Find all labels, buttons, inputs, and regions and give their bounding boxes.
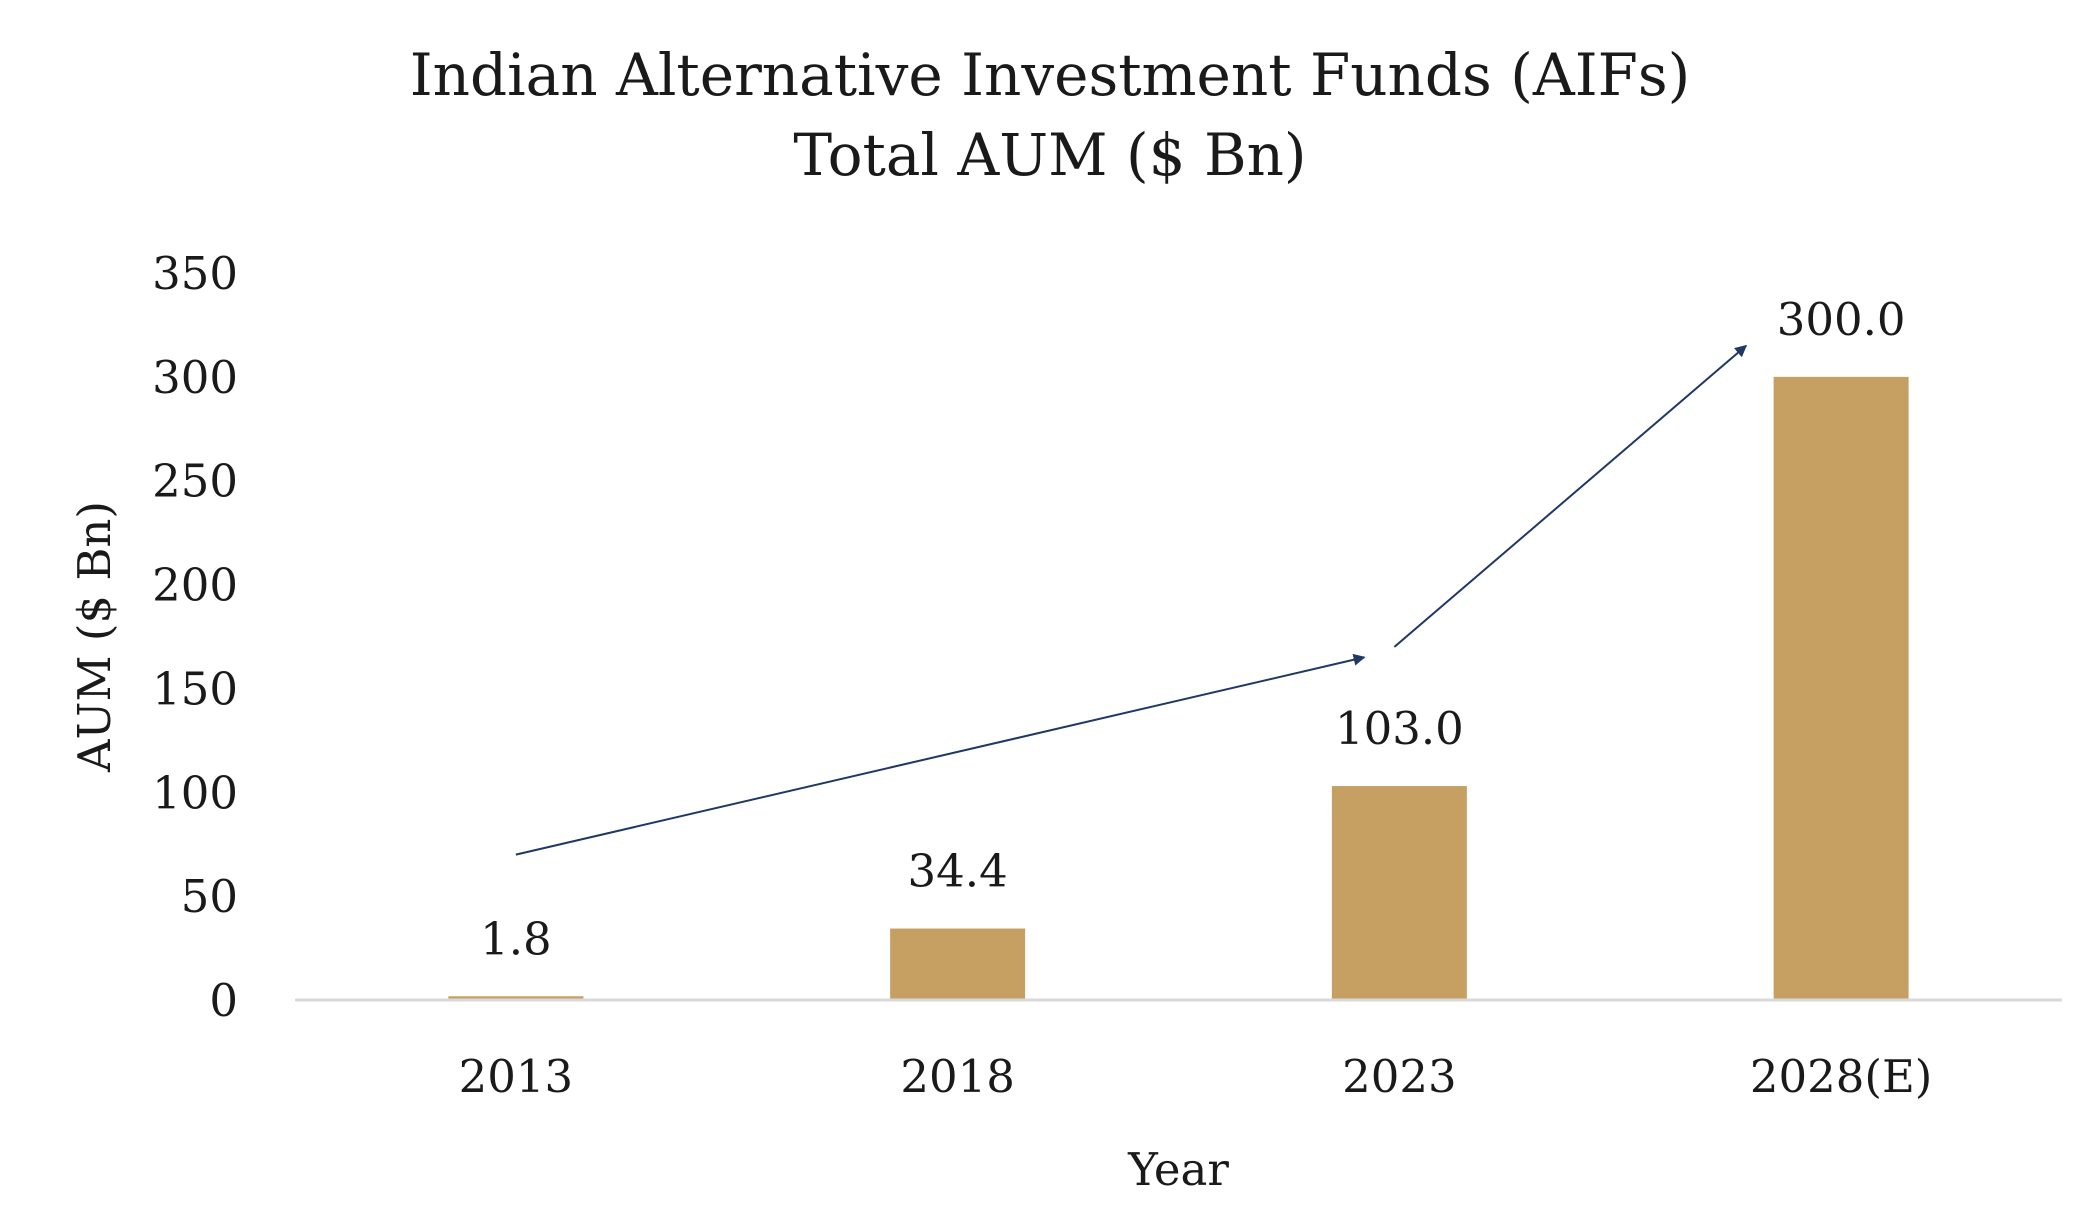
growth-arrow [1393,344,1748,648]
y-tick-label: 100 [152,766,238,819]
growth-arrow [515,653,1366,856]
y-tick-label: 150 [152,662,238,715]
bar [1773,376,1909,1000]
data-labels: 1.8 34.4 103.0 300.0 [480,293,1905,965]
x-tick-label: 2018 [900,1050,1015,1103]
y-tick-label: 250 [152,455,238,508]
y-tick-label: 0 [209,974,238,1027]
x-axis-tick-labels: 2013 2018 2023 2028(E) [459,1050,1933,1103]
bar [890,928,1026,1000]
bar [1331,786,1467,1000]
bar-series [448,376,1909,1000]
y-axis-tick-labels: 0 50 100 150 200 250 300 350 [152,247,238,1027]
x-axis-title: Year [1127,1143,1229,1196]
data-label: 34.4 [908,845,1008,898]
y-tick-label: 300 [152,351,238,404]
y-tick-label: 350 [152,247,238,300]
data-label: 1.8 [480,912,552,965]
x-tick-label: 2028(E) [1750,1050,1932,1103]
y-tick-label: 50 [181,870,238,923]
x-tick-label: 2013 [459,1050,574,1103]
data-label: 103.0 [1335,702,1464,755]
x-tick-label: 2023 [1342,1050,1457,1103]
bar [448,996,584,1000]
y-axis-title: AUM ($ Bn) [68,501,121,773]
chart-title-line-2: Total AUM ($ Bn) [793,121,1306,189]
growth-arrows [515,344,1748,856]
y-tick-label: 200 [152,559,238,612]
chart-title-line-1: Indian Alternative Investment Funds (AIF… [410,41,1691,109]
chart-title: Indian Alternative Investment Funds (AIF… [410,41,1691,189]
data-label: 300.0 [1777,293,1906,346]
